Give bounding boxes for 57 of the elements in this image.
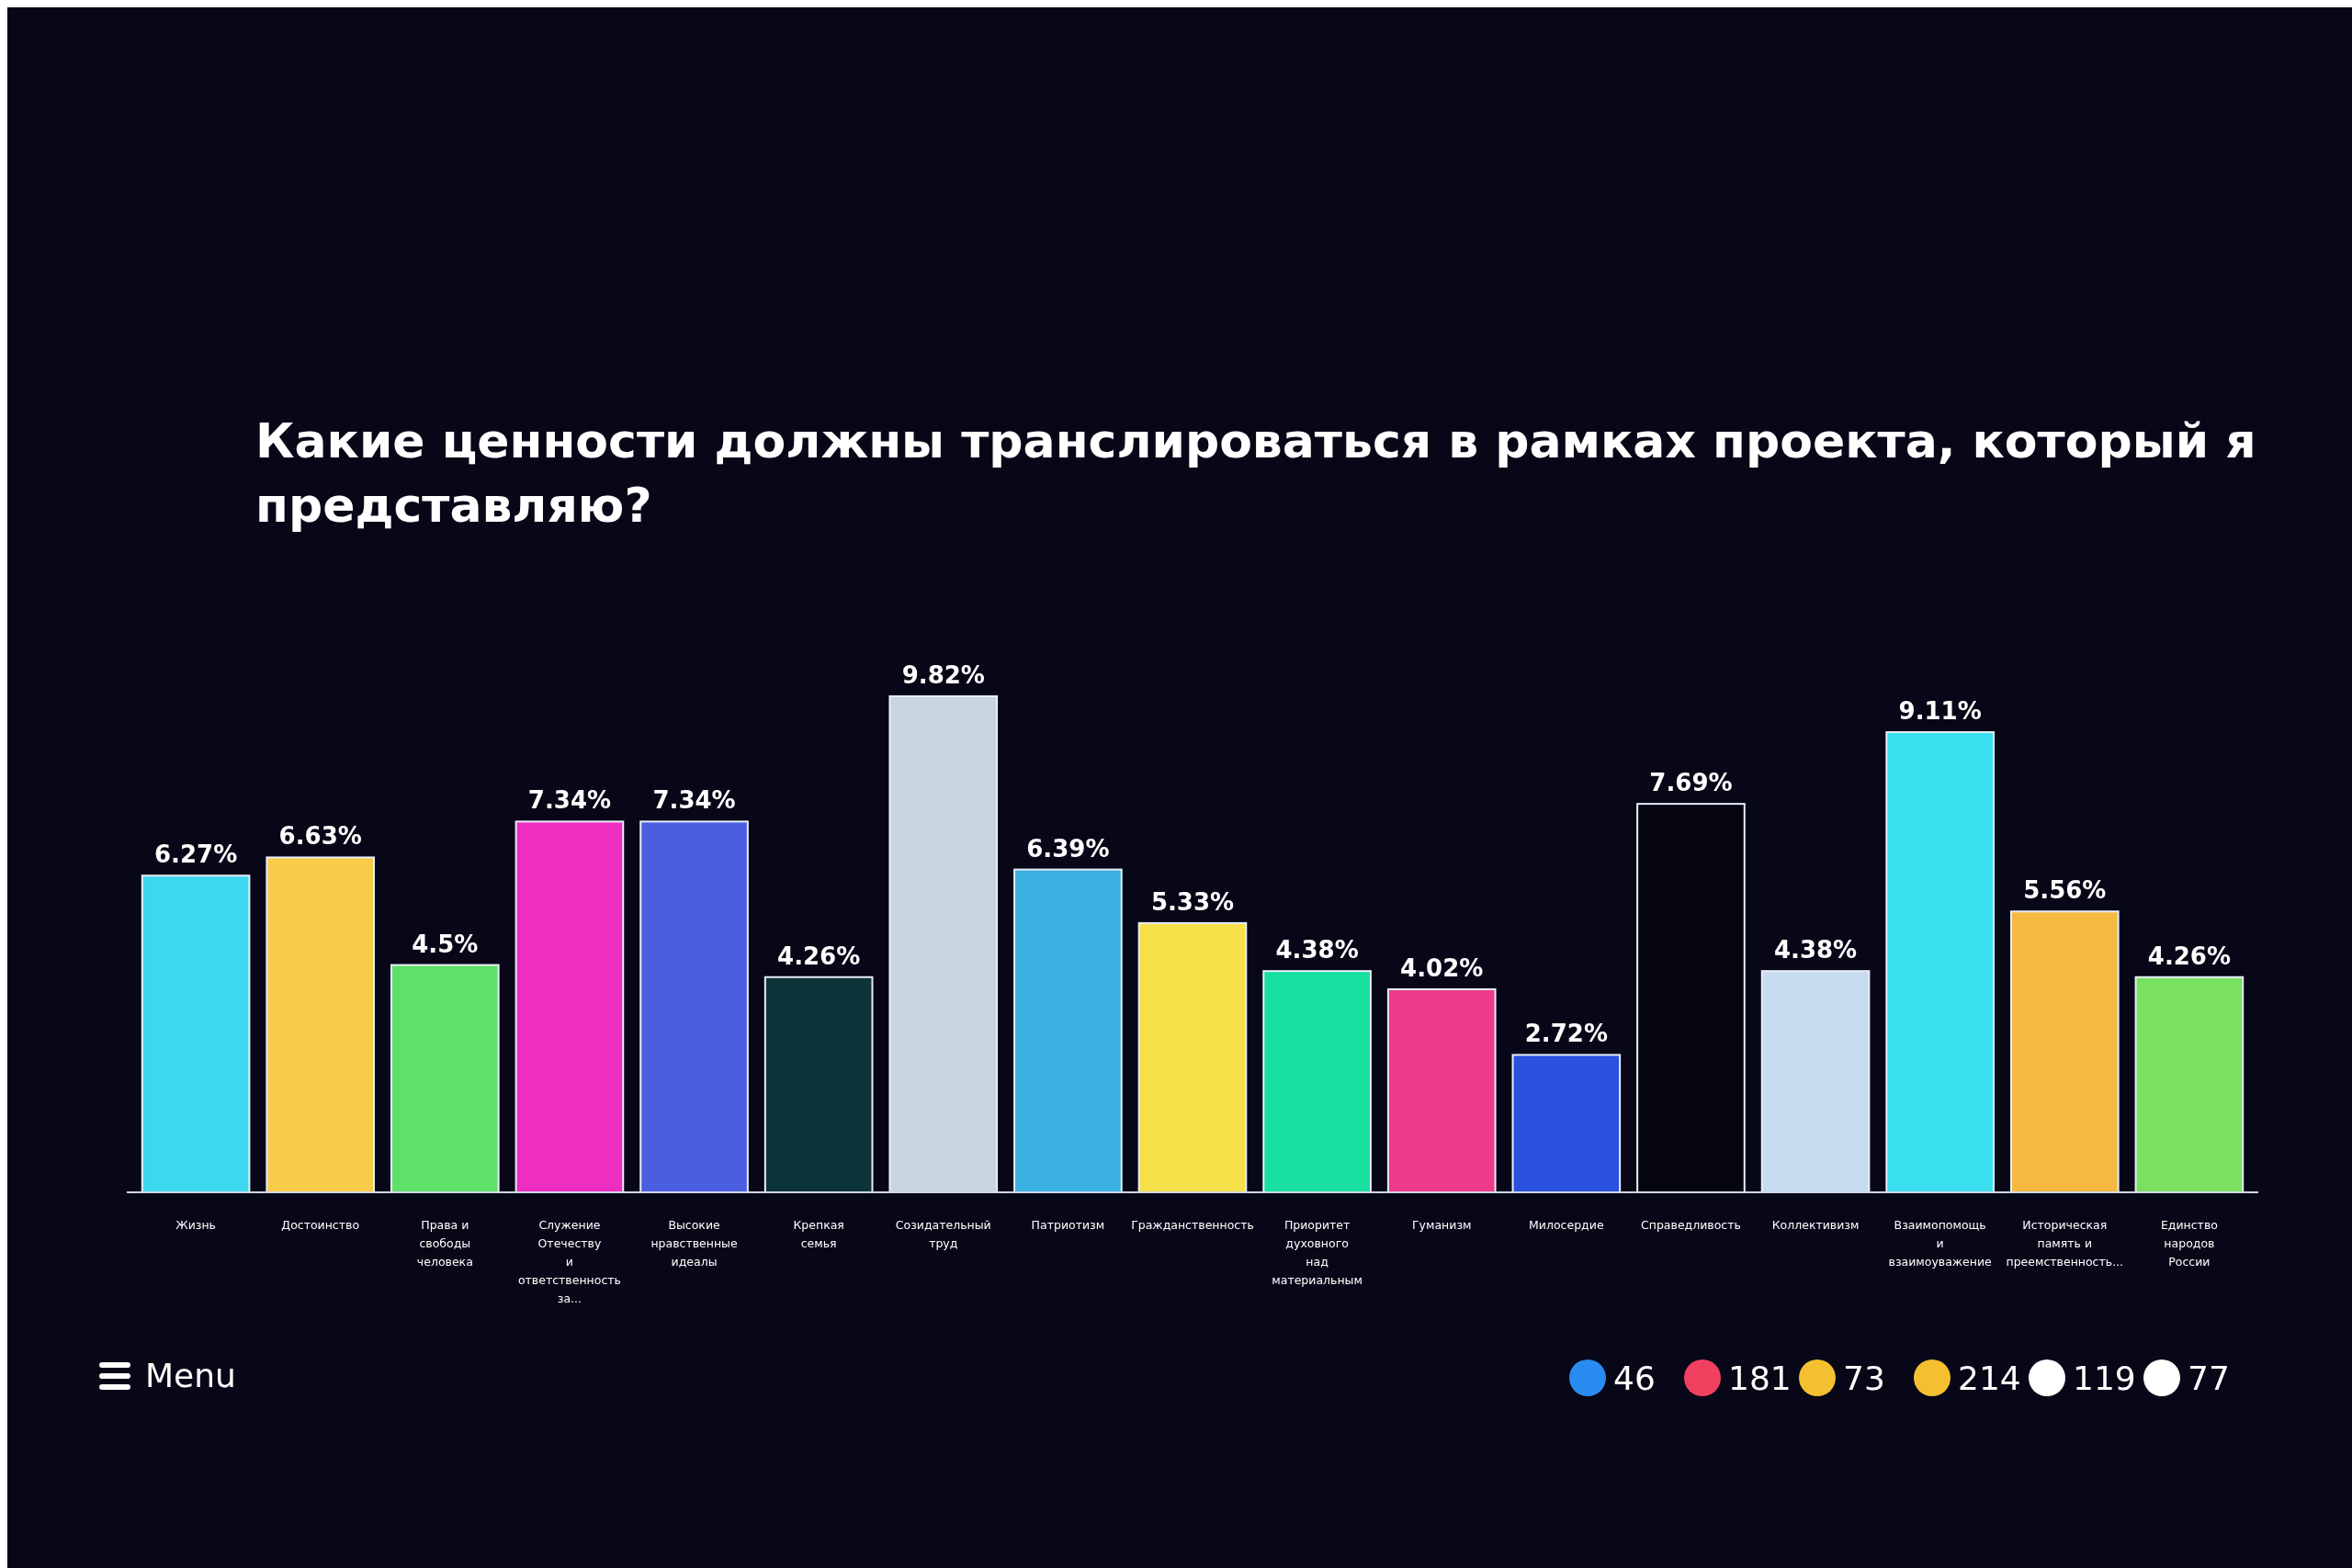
data-label: 2.72%	[1524, 1020, 1608, 1048]
bar	[1137, 921, 1248, 1193]
data-label: 6.63%	[278, 822, 362, 851]
bar	[763, 976, 874, 1193]
bar	[2134, 976, 2245, 1193]
x-tick-label: Патриотизм	[1031, 1218, 1105, 1232]
x-tick-label: Милосердие	[1529, 1218, 1604, 1232]
x-tick-label: Гражданственность	[1131, 1218, 1254, 1232]
text: 73	[1843, 1359, 1885, 1397]
bar	[1636, 803, 1746, 1193]
data-label: 9.11%	[1898, 697, 1982, 726]
data-label: 4.02%	[1400, 953, 1484, 982]
x-tick-label: Коллективизм	[1771, 1218, 1860, 1232]
x-tick-label: Единство народов России	[2160, 1218, 2218, 1269]
x-tick-label: Справедливость	[1641, 1218, 1741, 1232]
x-tick-label: Гуманизм	[1411, 1218, 1472, 1232]
bar	[1386, 987, 1497, 1193]
x-tick-label: Служение Отечеству и ответственность за...	[517, 1218, 621, 1305]
data-label: 4.26%	[777, 942, 861, 970]
chart-title: Какие ценности должны транслироваться в рамках проекта, который я представляю?	[255, 413, 2256, 533]
data-label: 6.39%	[1026, 834, 1110, 863]
data-label: 4.38%	[1275, 936, 1359, 964]
x-tick-label: Историческая память и преемственность...	[2006, 1218, 2124, 1269]
x-tick-label: Жизнь	[175, 1218, 216, 1232]
data-label: 4.38%	[1773, 936, 1858, 964]
bar	[390, 964, 500, 1193]
text: 77	[2188, 1359, 2230, 1397]
x-tick-label: Крепкая семья	[793, 1218, 844, 1250]
text: 214	[1958, 1359, 2021, 1397]
data-label: 7.34%	[652, 786, 736, 815]
data-label: 4.26%	[2147, 942, 2232, 970]
bar	[1885, 731, 1995, 1193]
text: 181	[1728, 1359, 1792, 1397]
bar	[1013, 868, 1123, 1193]
data-label: 9.82%	[901, 661, 985, 689]
data-label: 5.33%	[1150, 887, 1235, 916]
bar	[1511, 1054, 1622, 1193]
data-label: 6.27%	[153, 840, 238, 869]
x-tick-label: Высокие нравственные идеалы	[650, 1218, 738, 1269]
bar	[141, 874, 251, 1193]
x-tick-label: Взаимопомощь и взаимоуважение	[1888, 1218, 1993, 1269]
bar	[2009, 910, 2120, 1193]
x-tick-label: Приоритет духовного над материальным	[1272, 1218, 1363, 1287]
text: 119	[2073, 1359, 2136, 1397]
bar	[639, 820, 749, 1193]
x-tick-label: Созидательный труд	[895, 1218, 991, 1250]
bar	[1262, 970, 1372, 1193]
data-label: 7.69%	[1649, 769, 1733, 797]
text: Menu	[145, 1357, 236, 1394]
text: 46	[1613, 1359, 1656, 1397]
data-label: 4.5%	[412, 930, 479, 958]
data-label: 5.56%	[2023, 876, 2107, 905]
x-tick-label: Права и свободы человека	[416, 1218, 473, 1269]
bar	[514, 820, 625, 1193]
x-tick-label: Достоинство	[281, 1218, 360, 1232]
data-label: 7.34%	[527, 786, 612, 815]
bar	[266, 856, 376, 1193]
